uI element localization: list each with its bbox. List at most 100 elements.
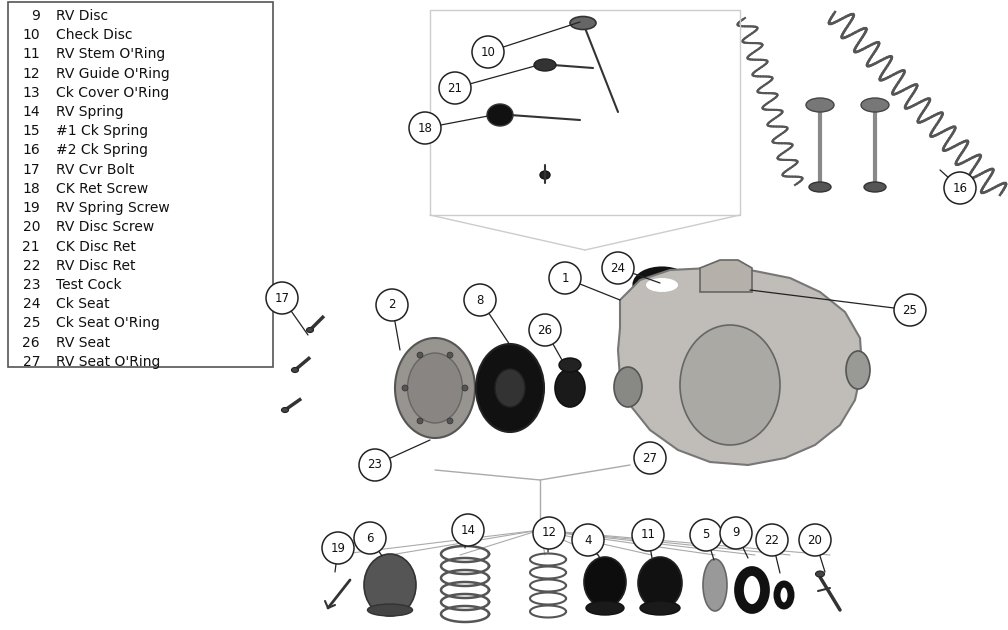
Ellipse shape — [806, 98, 834, 112]
Text: 22: 22 — [764, 534, 779, 546]
Text: 18: 18 — [22, 182, 40, 196]
Ellipse shape — [281, 408, 288, 413]
Circle shape — [266, 282, 298, 314]
Text: 23: 23 — [368, 459, 382, 471]
Ellipse shape — [395, 338, 475, 438]
Text: 25: 25 — [22, 316, 40, 330]
Circle shape — [720, 517, 752, 549]
Ellipse shape — [407, 353, 463, 423]
Ellipse shape — [586, 601, 624, 615]
Text: CK Ret Screw: CK Ret Screw — [56, 182, 148, 196]
Text: 5: 5 — [703, 529, 710, 542]
Text: 2: 2 — [388, 299, 396, 311]
Text: 21: 21 — [448, 81, 463, 94]
Text: RV Cvr Bolt: RV Cvr Bolt — [56, 163, 134, 176]
Ellipse shape — [614, 367, 642, 407]
Text: RV Spring Screw: RV Spring Screw — [56, 201, 169, 215]
Ellipse shape — [306, 328, 313, 333]
Polygon shape — [700, 260, 752, 292]
Text: 9: 9 — [732, 527, 740, 539]
Circle shape — [533, 517, 565, 549]
Text: 14: 14 — [461, 524, 476, 537]
Ellipse shape — [559, 358, 581, 372]
Text: 15: 15 — [22, 124, 40, 138]
Circle shape — [602, 252, 634, 284]
Text: 24: 24 — [611, 261, 626, 275]
Circle shape — [572, 524, 604, 556]
Text: #2 Ck Spring: #2 Ck Spring — [56, 144, 148, 158]
Text: 14: 14 — [22, 105, 40, 119]
Circle shape — [409, 112, 442, 144]
Circle shape — [799, 524, 831, 556]
Text: 23: 23 — [22, 278, 40, 292]
Text: 1: 1 — [561, 272, 569, 285]
Text: Ck Seat: Ck Seat — [56, 297, 110, 311]
Circle shape — [447, 352, 453, 358]
Circle shape — [549, 262, 581, 294]
Ellipse shape — [364, 554, 416, 616]
Ellipse shape — [638, 557, 682, 609]
Text: 13: 13 — [22, 86, 40, 100]
Ellipse shape — [555, 369, 585, 407]
Text: 9: 9 — [31, 9, 40, 23]
Circle shape — [756, 524, 788, 556]
Circle shape — [417, 418, 423, 424]
Circle shape — [376, 289, 408, 321]
Text: 27: 27 — [642, 452, 657, 464]
Circle shape — [472, 36, 504, 68]
Ellipse shape — [640, 601, 680, 615]
Text: RV Disc Ret: RV Disc Ret — [56, 259, 135, 273]
Circle shape — [690, 519, 722, 551]
Text: 18: 18 — [417, 122, 432, 134]
Text: RV Stem O'Ring: RV Stem O'Ring — [56, 47, 165, 61]
Ellipse shape — [746, 579, 758, 601]
Circle shape — [359, 449, 391, 481]
Ellipse shape — [680, 325, 780, 445]
Text: 19: 19 — [22, 201, 40, 215]
Ellipse shape — [646, 278, 678, 292]
Text: Ck Cover O'Ring: Ck Cover O'Ring — [56, 86, 169, 100]
Circle shape — [632, 519, 664, 551]
Circle shape — [447, 418, 453, 424]
Text: RV Spring: RV Spring — [56, 105, 124, 119]
Circle shape — [634, 442, 666, 474]
Text: 11: 11 — [640, 529, 655, 542]
Text: 26: 26 — [537, 323, 552, 336]
Text: Check Disc: Check Disc — [56, 28, 132, 42]
Ellipse shape — [540, 171, 550, 179]
Text: 22: 22 — [22, 259, 40, 273]
Text: 21: 21 — [22, 239, 40, 253]
Text: 16: 16 — [953, 181, 968, 195]
Text: 4: 4 — [585, 534, 592, 546]
Ellipse shape — [584, 557, 626, 607]
Text: 24: 24 — [22, 297, 40, 311]
Ellipse shape — [487, 104, 513, 126]
Ellipse shape — [861, 98, 889, 112]
Text: 17: 17 — [22, 163, 40, 176]
Text: 20: 20 — [22, 220, 40, 234]
Text: 8: 8 — [477, 294, 484, 307]
Text: 25: 25 — [902, 304, 917, 316]
Text: 20: 20 — [807, 534, 823, 546]
Text: 17: 17 — [274, 292, 289, 304]
Text: 12: 12 — [22, 67, 40, 81]
Circle shape — [462, 385, 468, 391]
Circle shape — [944, 172, 976, 204]
Text: 11: 11 — [22, 47, 40, 61]
Ellipse shape — [809, 182, 831, 192]
FancyBboxPatch shape — [8, 2, 273, 367]
Text: RV Disc Screw: RV Disc Screw — [56, 220, 154, 234]
Circle shape — [417, 352, 423, 358]
Ellipse shape — [846, 351, 870, 389]
Text: #1 Ck Spring: #1 Ck Spring — [56, 124, 148, 138]
Text: Ck Seat O'Ring: Ck Seat O'Ring — [56, 316, 160, 330]
Text: 16: 16 — [22, 144, 40, 158]
Text: RV Seat: RV Seat — [56, 336, 110, 350]
Ellipse shape — [291, 367, 298, 372]
Text: 26: 26 — [22, 336, 40, 350]
Circle shape — [452, 514, 484, 546]
Ellipse shape — [534, 59, 556, 71]
Text: RV Disc: RV Disc — [56, 9, 108, 23]
Ellipse shape — [570, 16, 596, 30]
Circle shape — [354, 522, 386, 554]
